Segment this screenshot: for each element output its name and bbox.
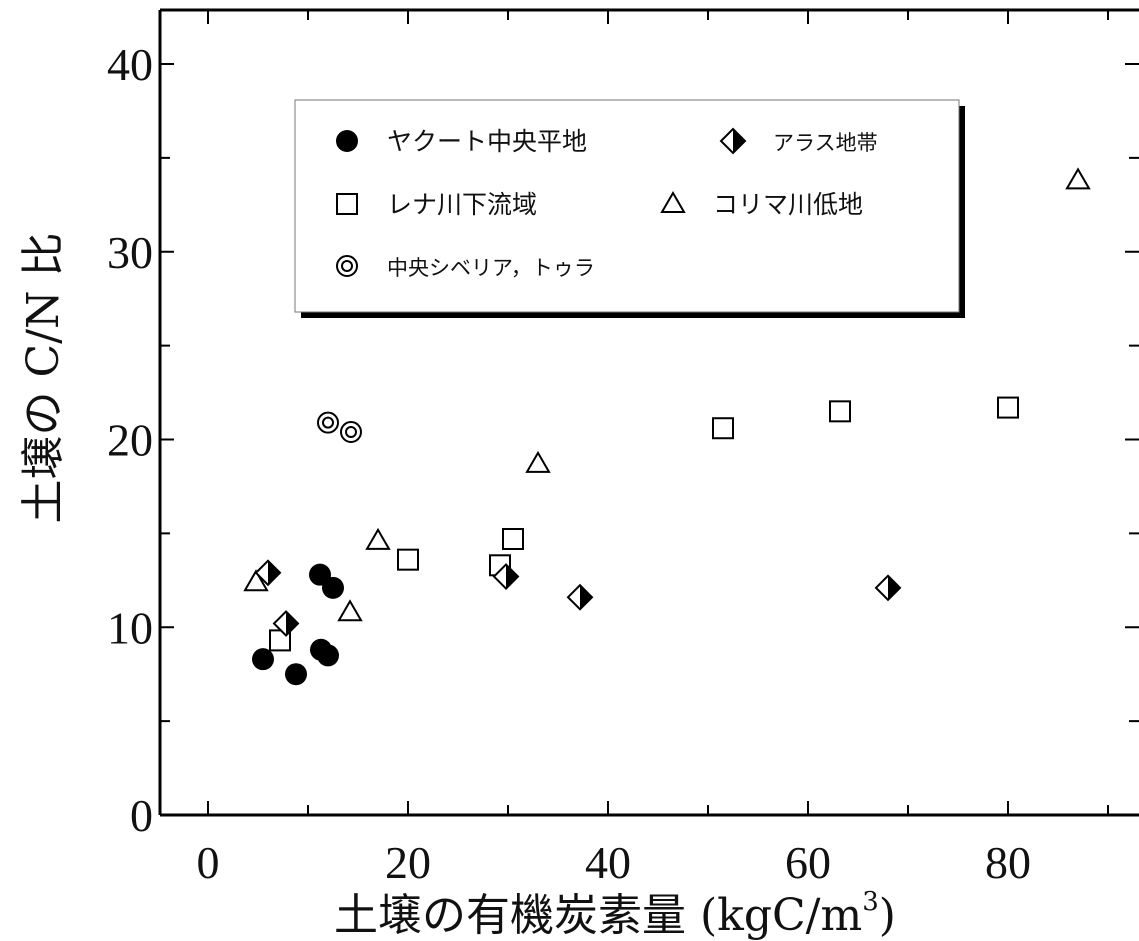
double-circle-inner — [345, 425, 357, 438]
data-point — [829, 400, 851, 423]
data-point — [243, 569, 269, 592]
data-point — [874, 574, 902, 602]
x-tick-label: 20 — [385, 837, 431, 888]
diamond-outline — [254, 559, 282, 587]
open-triangle-shape — [660, 191, 686, 213]
diamond-left-half — [494, 564, 506, 589]
filled-circle-shape — [336, 130, 358, 152]
data-point — [285, 663, 307, 686]
open-square-shape — [712, 417, 734, 440]
diamond-right-half — [580, 585, 592, 610]
legend-marker — [336, 130, 358, 152]
diamond-left-half — [256, 560, 268, 585]
legend-marker — [336, 255, 358, 277]
filled-circle-shape — [252, 648, 274, 671]
x-axis-title-main: 土壌の有機炭素量 (kgC/m — [334, 890, 862, 941]
open-square-shape — [397, 548, 419, 571]
diamond-left-half — [274, 611, 286, 636]
data-point — [997, 396, 1019, 419]
legend-label: ヤクート中央平地 — [387, 127, 587, 156]
data-point — [397, 548, 419, 571]
y-tick-label: 20 — [107, 415, 153, 466]
legend-label: 中央シベリア，トゥラ — [387, 256, 595, 280]
x-tick-label: 60 — [785, 837, 831, 888]
data-point — [317, 644, 339, 667]
data-point — [712, 417, 734, 440]
diamond-left-half — [876, 575, 888, 600]
double-circle-outer — [317, 411, 339, 434]
data-point — [340, 420, 362, 443]
legend-label: レナ川下流域 — [387, 190, 537, 219]
data-point — [525, 450, 551, 473]
diamond-outline — [492, 563, 520, 590]
y-tick-label: 40 — [107, 39, 153, 90]
diamond-right-half — [268, 560, 280, 585]
x-axis-title-superscript: 3 — [862, 887, 879, 917]
open-triangle-shape — [525, 450, 551, 473]
data-point — [337, 599, 363, 622]
diamond-right-half — [733, 129, 745, 153]
data-point — [317, 411, 339, 434]
data-point — [566, 583, 594, 611]
diamond-outline — [566, 583, 594, 611]
legend-box — [294, 99, 960, 313]
diamond-left-half — [721, 129, 733, 153]
data-point — [502, 528, 524, 551]
data-point — [252, 648, 274, 671]
y-tick-label: 10 — [107, 602, 153, 653]
data-point — [492, 563, 520, 590]
double-circle-outer — [340, 420, 362, 443]
data-point — [322, 576, 344, 599]
open-triangle-shape — [1065, 167, 1091, 190]
plot-frame — [158, 8, 1139, 817]
data-point — [1065, 167, 1091, 190]
data-points — [243, 167, 1091, 686]
open-triangle-shape — [243, 569, 269, 592]
diamond-right-half — [506, 564, 518, 589]
x-axis-title: 土壌の有機炭素量 (kgC/m3) — [334, 887, 896, 941]
y-tick-labels: 0 10 20 30 40 — [107, 39, 153, 841]
legend-label: アラス地帯 — [773, 131, 878, 155]
filled-circle-shape — [317, 644, 339, 667]
data-point — [272, 610, 300, 637]
data-point — [365, 527, 391, 550]
data-point — [254, 559, 282, 587]
y-tick-label: 30 — [107, 227, 153, 278]
y-axis-title: 土壌の C/N 比 — [18, 233, 69, 524]
x-tick-labels: 0 20 40 60 80 — [197, 837, 1032, 888]
x-axis-title-close: ) — [879, 890, 896, 941]
open-triangle-shape — [337, 599, 363, 622]
open-square-shape — [997, 396, 1019, 419]
y-tick-label: 0 — [130, 790, 153, 841]
open-square-shape — [502, 528, 524, 551]
open-triangle-shape — [365, 527, 391, 550]
double-circle-inner — [322, 416, 334, 429]
legend-marker — [660, 191, 686, 213]
legend-marker — [336, 193, 358, 215]
filled-circle-shape — [322, 576, 344, 599]
diamond-left-half — [568, 585, 580, 610]
filled-circle-shape — [285, 663, 307, 686]
diamond-outline — [874, 574, 902, 602]
diamond-right-half — [888, 575, 900, 600]
legend-marker — [719, 127, 747, 155]
diamond-outline — [272, 610, 300, 637]
diamond-outline — [719, 127, 747, 155]
double-circle-inner — [341, 260, 353, 272]
x-tick-label: 80 — [985, 837, 1031, 888]
open-square-shape — [829, 400, 851, 423]
x-tick-label: 0 — [197, 837, 220, 888]
x-tick-label: 40 — [585, 837, 631, 888]
tick-marks — [160, 10, 1139, 816]
double-circle-outer — [336, 255, 358, 277]
legend-label: コリマ川低地 — [713, 190, 863, 219]
open-square-shape — [336, 193, 358, 215]
diamond-right-half — [286, 611, 298, 636]
